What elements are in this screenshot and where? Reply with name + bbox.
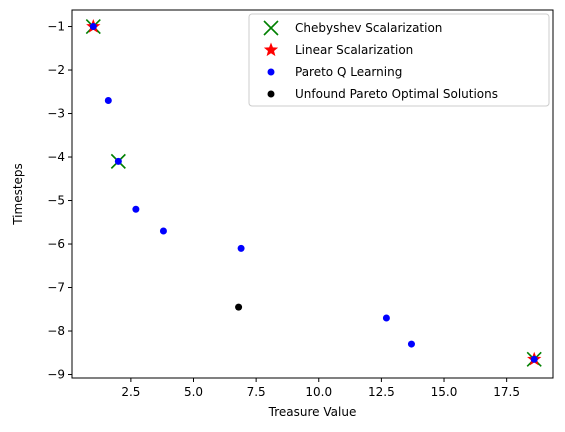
x-axis-label: Treasure Value — [268, 405, 357, 419]
x-tick-label: 15.0 — [431, 385, 458, 399]
x-tick-label: 12.5 — [368, 385, 395, 399]
legend-item: Unfound Pareto Optimal Solutions — [267, 87, 498, 101]
y-tick-label: −5 — [47, 194, 65, 208]
legend-label: Chebyshev Scalarization — [295, 21, 442, 35]
legend-marker — [267, 68, 275, 76]
data-point — [382, 314, 390, 322]
legend-marker — [263, 42, 279, 57]
legend: Chebyshev Scalarization Linear Scalarizat… — [248, 13, 550, 107]
series-2 — [89, 23, 538, 363]
data-point — [407, 340, 415, 348]
y-tick-label: −1 — [47, 20, 65, 34]
x-tick-label: 17.5 — [493, 385, 520, 399]
legend-item: Pareto Q Learning — [267, 65, 402, 79]
x-tick-label: 5.0 — [184, 385, 203, 399]
y-tick-label: −3 — [47, 107, 65, 121]
data-point — [159, 227, 167, 235]
legend-label: Linear Scalarization — [295, 43, 413, 57]
data-point — [235, 303, 243, 311]
y-axis-ticks: −1 −2 −3 −4 −5 −6 −7 −8 −9 — [47, 20, 72, 382]
x-axis-ticks: 2.5 5.0 7.5 10.0 12.5 15.0 17.5 — [121, 378, 520, 399]
plot-frame — [71, 9, 554, 379]
x-tick-label: 10.0 — [305, 385, 332, 399]
data-point — [104, 96, 112, 104]
legend-box — [248, 13, 550, 107]
y-tick-label: −6 — [47, 237, 65, 251]
series-3 — [235, 303, 243, 311]
y-tick-label: −9 — [47, 368, 65, 382]
legend-item: Linear Scalarization — [263, 42, 413, 57]
legend-marker — [263, 20, 279, 36]
data-point — [132, 205, 140, 213]
y-tick-label: −2 — [47, 63, 65, 77]
plot-marks — [85, 18, 542, 367]
legend-label: Pareto Q Learning — [295, 65, 402, 79]
data-point — [530, 355, 538, 363]
y-axis-label: Timesteps — [11, 163, 25, 226]
y-tick-label: −4 — [47, 150, 65, 164]
legend-label: Unfound Pareto Optimal Solutions — [295, 87, 498, 101]
y-tick-label: −8 — [47, 324, 65, 338]
x-tick-label: 2.5 — [121, 385, 140, 399]
legend-item: Chebyshev Scalarization — [263, 20, 442, 36]
y-tick-label: −7 — [47, 281, 65, 295]
data-point — [89, 23, 97, 31]
legend-marker — [267, 90, 275, 98]
data-point — [114, 157, 122, 165]
x-tick-label: 7.5 — [247, 385, 266, 399]
data-point — [237, 244, 245, 252]
